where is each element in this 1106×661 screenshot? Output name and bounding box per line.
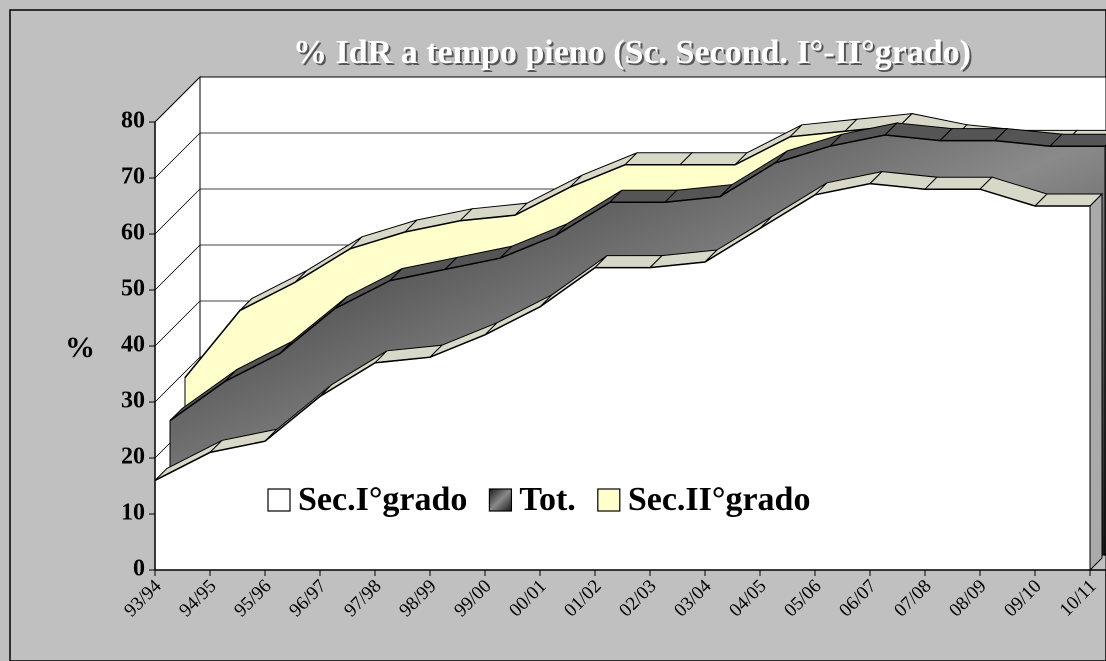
y-tick-label: 20 xyxy=(121,444,145,470)
area-line xyxy=(154,182,1090,482)
grid-line-side xyxy=(154,132,201,179)
y-tick-label: 10 xyxy=(121,500,145,526)
area-line xyxy=(169,134,1105,422)
legend-swatch xyxy=(597,488,621,512)
area-side xyxy=(1089,192,1103,572)
grid-line-side xyxy=(154,244,201,291)
y-tick-label: 30 xyxy=(121,388,145,414)
y-axis-label: % xyxy=(65,331,95,364)
grid-line-side xyxy=(154,300,201,347)
y-tick-label: 40 xyxy=(121,332,145,358)
chart-title: % IdR a tempo pieno (Sc. Second. I°-II°g… xyxy=(293,34,971,71)
legend-label: Sec.II°grado xyxy=(628,481,811,518)
y-tick-label: 50 xyxy=(121,276,145,302)
grid-line-side xyxy=(154,76,201,123)
legend-label: Tot. xyxy=(519,481,575,518)
y-tick-label: 60 xyxy=(121,220,145,246)
grid-line-side xyxy=(154,356,201,403)
y-tick-label: 80 xyxy=(121,108,145,134)
legend-swatch xyxy=(267,488,291,512)
grid-line-side xyxy=(154,188,201,235)
y-tick-label: 0 xyxy=(133,556,145,582)
legend-swatch xyxy=(488,488,513,512)
y-tick-label: 70 xyxy=(121,164,145,190)
legend-label: Sec.I°grado xyxy=(298,481,467,518)
